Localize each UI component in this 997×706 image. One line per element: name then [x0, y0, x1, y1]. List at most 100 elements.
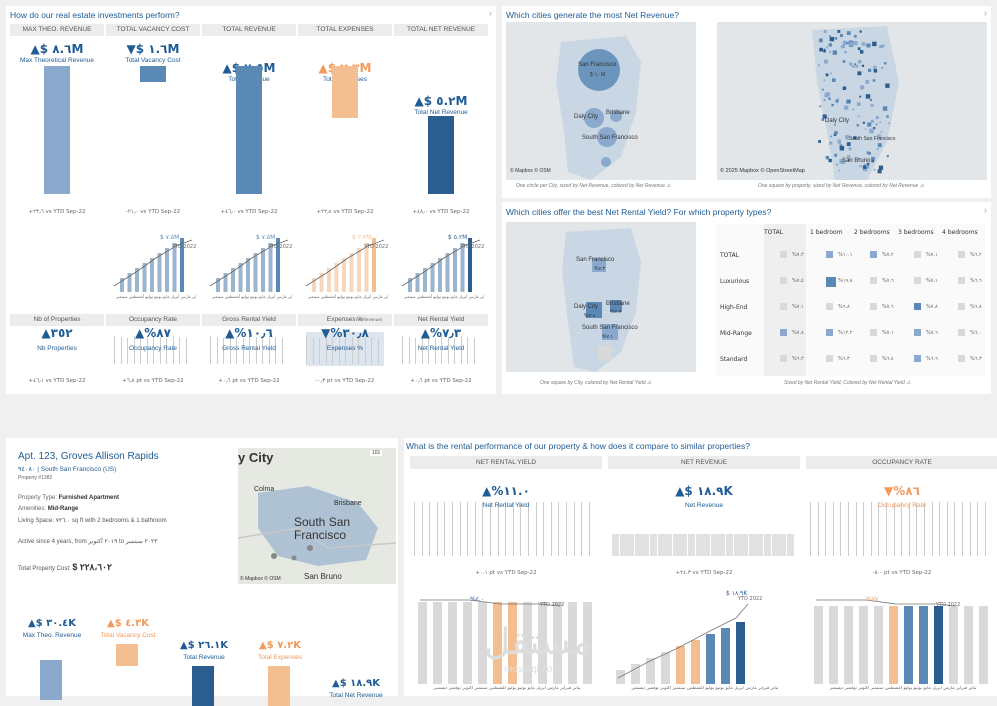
property-square: [828, 158, 832, 163]
monthly-trend-chart[interactable]: $ ٢.٣M YTD 2022 يناير فبراير مارس أبريل ما…: [298, 228, 392, 299]
property-square: [844, 105, 849, 110]
property-square: [855, 64, 859, 68]
property-square: [857, 47, 861, 51]
yield-square[interactable]: [826, 355, 833, 362]
spark-bar: [120, 278, 124, 292]
month-bar: [463, 602, 472, 684]
kpi-tick: [452, 502, 453, 556]
waterfall-bar[interactable]: [428, 116, 454, 194]
property-square: [877, 169, 882, 174]
kpi-tick: [939, 502, 941, 556]
city-circle-map[interactable]: San Francisco $ ٦.٠M Daly City Brisbane …: [506, 22, 696, 180]
yield-square[interactable]: [870, 355, 877, 362]
yield-square[interactable]: [958, 251, 965, 258]
kpi-label: Net Revenue: [685, 502, 723, 509]
kpi-background-chart: [114, 332, 192, 366]
yield-value: %٦.٨: [970, 304, 982, 310]
property-square: [836, 163, 838, 166]
yield-square[interactable]: [780, 329, 787, 336]
yield-square[interactable]: [958, 355, 965, 362]
table-row-label: High-End: [720, 304, 748, 311]
yield-value: %٦.٤: [882, 356, 894, 362]
waterfall-bar[interactable]: [44, 66, 70, 194]
yield-square[interactable]: [958, 329, 965, 336]
yield-square[interactable]: [826, 251, 833, 258]
month-bar: [721, 628, 730, 684]
property-square: [824, 93, 829, 98]
kpi-tick: [467, 337, 468, 364]
property-square: [846, 31, 851, 35]
kpi-background-chart: [414, 486, 598, 556]
kpi-tick: [242, 338, 244, 364]
kpi-tick: [249, 336, 250, 364]
kpi-header: Gross Rental Yield: [202, 314, 296, 326]
expand-arrow-icon[interactable]: ›: [489, 8, 492, 18]
property-square: [847, 158, 850, 161]
spark-bar: [357, 248, 361, 292]
chart-svg: [616, 603, 749, 684]
month-bar: [676, 646, 685, 684]
yield-square[interactable]: [870, 303, 877, 310]
yield-square[interactable]: [870, 251, 877, 258]
waterfall-bar[interactable]: [236, 66, 262, 194]
spark-bar: [415, 273, 420, 292]
city-yield-map[interactable]: San Francisco %٧.٣ Daly City %٧.٨ Brisba…: [506, 222, 696, 372]
property-waterfall-bar[interactable]: [116, 644, 138, 666]
kpi-tick: [281, 338, 283, 364]
yield-square[interactable]: [914, 329, 921, 336]
yield-square[interactable]: [826, 277, 836, 287]
yield-value: %١٩.٨: [838, 278, 853, 284]
yield-square[interactable]: [780, 277, 787, 284]
monthly-trend-chart[interactable]: $ ٧.٥M YTD 2022 يناير فبراير مارس أبريل ما…: [202, 228, 296, 299]
expand-arrow-icon[interactable]: ›: [984, 8, 987, 18]
kpi-tick: [325, 336, 327, 364]
chart-svg: [418, 599, 592, 684]
property-square: [868, 152, 871, 155]
property-location-map[interactable]: y City Colma Brisbane South San Francisc…: [237, 448, 397, 584]
kpi-label: Expenses %: [326, 345, 364, 352]
sparkline-svg: [401, 238, 481, 292]
monthly-comparison-chart[interactable]: %٧٧ YTD 2022 يناير فبراير مارس أبريل مايو …: [806, 590, 997, 696]
spark-bar: [127, 273, 132, 292]
column-header: TOTAL REVENUE: [202, 24, 296, 36]
kpi-tick: [482, 502, 484, 556]
property-square: [888, 122, 891, 125]
yield-square[interactable]: [870, 329, 877, 336]
waterfall-bar[interactable]: [140, 66, 166, 82]
yield-square[interactable]: [780, 355, 787, 362]
yield-square[interactable]: [914, 303, 921, 310]
property-square: [869, 128, 874, 134]
yield-square[interactable]: [780, 251, 787, 258]
monthly-comparison-chart[interactable]: %٤.٠ YTD 2022 يناير فبراير مارس أبريل مايو…: [410, 590, 602, 696]
spark-bar: [408, 278, 412, 292]
yield-square[interactable]: [826, 329, 833, 336]
yield-square[interactable]: [914, 277, 921, 284]
kpi-tick: [223, 338, 224, 364]
table-row-label: Standard: [720, 356, 748, 363]
table-column-header: 3 bedrooms: [898, 229, 934, 236]
kpi-tick: [786, 534, 794, 556]
yield-square[interactable]: [914, 355, 921, 362]
property-square: [851, 65, 855, 68]
monthly-trend-chart[interactable]: $ ٧.٥M YTD 2022 يناير فبراير مارس أبريل ما…: [106, 228, 200, 299]
sparkline-svg: [209, 238, 289, 292]
property-waterfall-bar[interactable]: [40, 660, 62, 700]
kpi-tick: [817, 502, 819, 556]
spark-bar: [150, 258, 154, 292]
property-square: [870, 119, 874, 123]
property-square: [821, 88, 824, 91]
expand-arrow-icon[interactable]: ›: [984, 205, 987, 215]
yield-square[interactable]: [780, 303, 787, 310]
kpi-label: Occupancy Rate: [877, 502, 927, 509]
yield-square[interactable]: [958, 277, 965, 284]
property-waterfall-bar[interactable]: [192, 666, 214, 706]
property-square-map[interactable]: Daly City South San Francisco San Bruno: [717, 22, 987, 180]
yield-square[interactable]: [870, 277, 877, 284]
property-waterfall-bar[interactable]: [268, 666, 290, 706]
monthly-comparison-chart[interactable]: $ ١٨.٩K YTD 2022 يناير فبراير مارس أبريل م…: [608, 590, 800, 696]
yield-square[interactable]: [914, 251, 921, 258]
yield-square[interactable]: [826, 303, 833, 310]
waterfall-bar[interactable]: [332, 66, 358, 118]
monthly-trend-chart[interactable]: $ ٥.٢M YTD 2022 يناير فبراير مارس أبريل ما…: [394, 228, 488, 299]
yield-square[interactable]: [958, 303, 965, 310]
